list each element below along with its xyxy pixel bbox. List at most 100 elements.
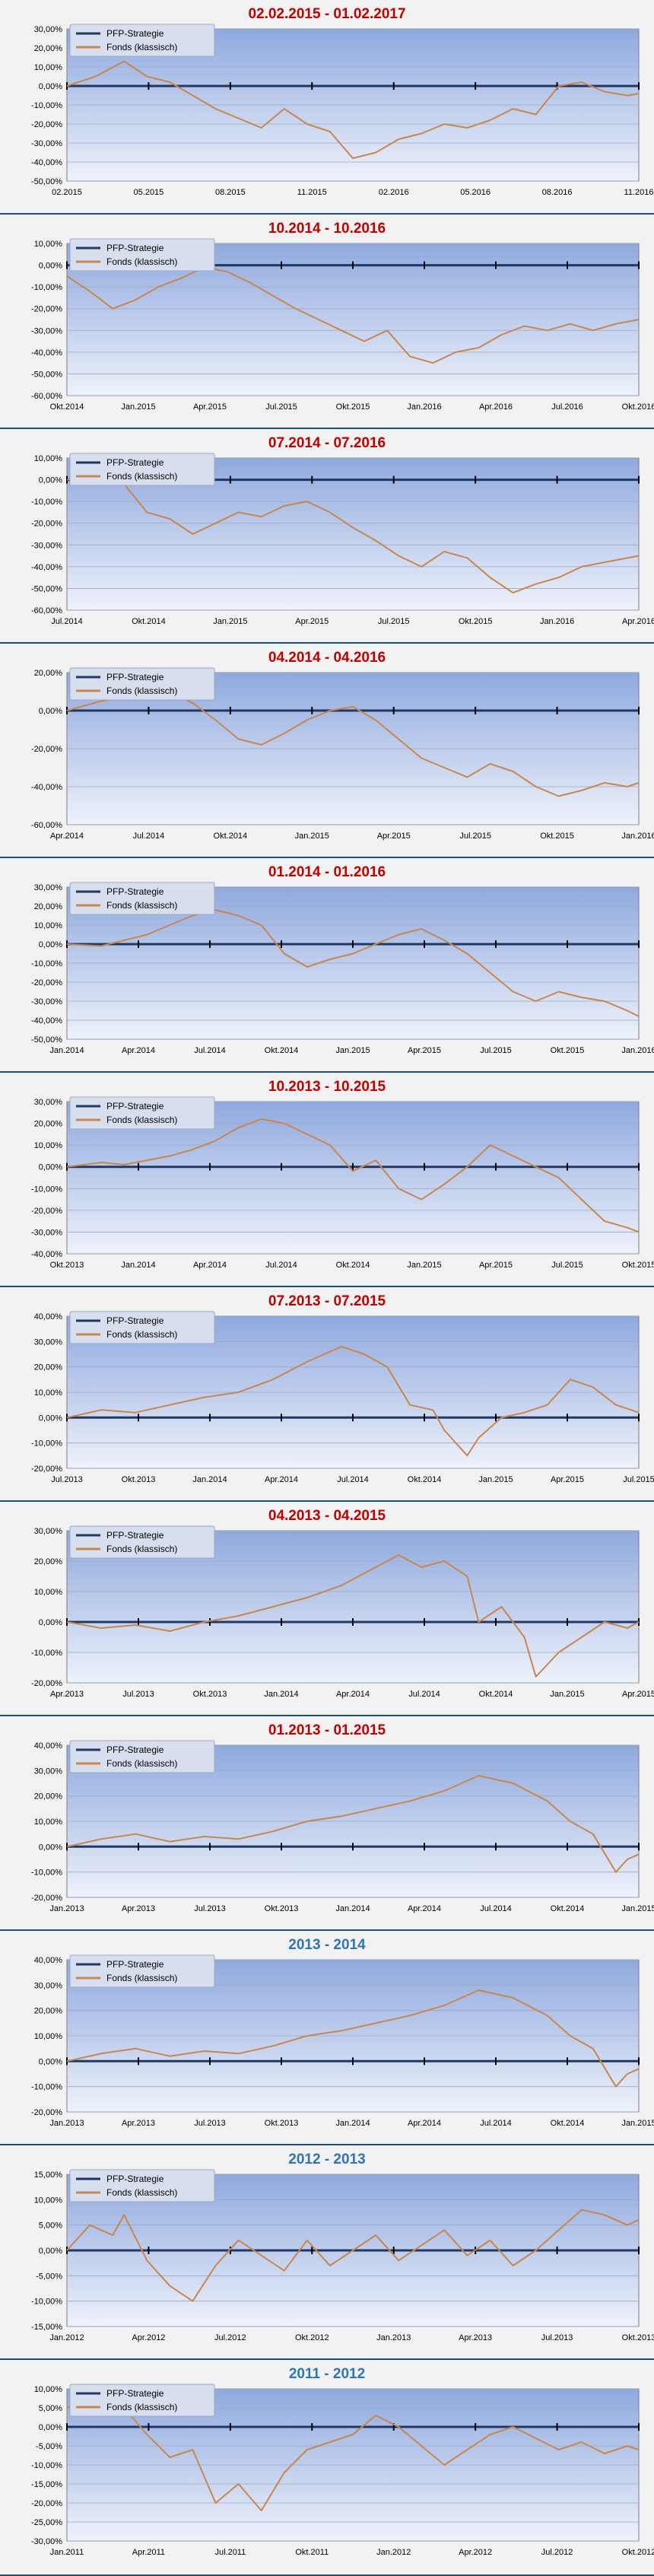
chart-panel: 10.2014 - 10.2016 10,00% 0,00% -10,00% -20,0…: [0, 215, 654, 429]
x-tick-label: Apr.2015: [622, 1690, 654, 1699]
legend: PFP-Strategie Fonds (klassisch): [69, 1740, 215, 1773]
x-tick-label: Apr.2011: [132, 2548, 165, 2557]
y-tick-label: 20,00%: [34, 44, 63, 53]
series-line-fonds: [66, 1346, 640, 1457]
x-tick-label: Jul.2013: [194, 2119, 226, 2128]
chart-panel: 2012 - 2013 15,00% 10,00% 5,00% 0,00% -5,00% -…: [0, 2145, 654, 2360]
series-line-fonds: [66, 909, 640, 1017]
x-tick-label: Apr.2013: [50, 1690, 84, 1699]
y-tick-label: 20,00%: [34, 1120, 63, 1129]
y-tick-label: -10,00%: [31, 283, 62, 292]
legend: PFP-Strategie Fonds (klassisch): [69, 24, 215, 57]
x-tick-label: Okt.2013: [622, 2333, 654, 2342]
legend-box: [69, 1525, 215, 1559]
series-line-fonds: [66, 266, 640, 364]
x-tick-label: Okt.2014: [50, 402, 84, 412]
legend-box: [69, 1311, 215, 1344]
y-tick-label: 10,00%: [34, 921, 63, 930]
x-tick-label: Okt.2014: [551, 2119, 585, 2128]
chart-svg: 10,00% 0,00% -10,00% -20,00% -30,00% -40,00% -…: [31, 238, 654, 412]
x-tick-label: Okt.2015: [551, 1046, 585, 1055]
legend-label: Fonds (klassisch): [106, 42, 177, 52]
x-tick-label: Jul.2014: [194, 1046, 226, 1055]
x-tick-label: Jan.2016: [621, 832, 654, 841]
x-tick-label: Jan.2014: [121, 1261, 155, 1270]
y-tick-label: 10,00%: [34, 1588, 63, 1597]
series-line-fonds: [66, 2399, 640, 2511]
legend-label: PFP-Strategie: [106, 243, 164, 253]
y-tick-label: -10,00%: [31, 1868, 62, 1878]
y-tick-label: -25,00%: [31, 2518, 62, 2527]
x-tick-label: Okt.2011: [295, 2548, 329, 2557]
y-tick-label: 10,00%: [34, 240, 63, 249]
x-tick-label: Okt.2014: [408, 1475, 442, 1484]
x-tick-label: Jan.2015: [295, 832, 329, 841]
y-tick-label: 30,00%: [34, 1767, 63, 1776]
series-line-fonds: [66, 1775, 640, 1873]
x-tick-label: Okt.2014: [265, 1046, 299, 1055]
y-tick-label: -30,00%: [31, 326, 62, 336]
y-tick-label: 10,00%: [34, 1388, 63, 1398]
y-tick-label: 20,00%: [34, 1363, 63, 1372]
chart-title: 10.2014 - 10.2016: [268, 221, 386, 237]
y-tick-label: -40,00%: [31, 783, 62, 792]
y-tick-label: -60,00%: [31, 392, 62, 401]
x-tick-label: Apr.2014: [193, 1261, 227, 1270]
legend-label: PFP-Strategie: [106, 1315, 164, 1326]
y-tick-label: 0,00%: [39, 2247, 62, 2256]
x-tick-label: Okt.2015: [540, 832, 574, 841]
x-tick-label: Jul.2012: [541, 2548, 573, 2557]
y-tick-label: 0,00%: [39, 1843, 62, 1852]
y-tick-label: -40,00%: [31, 1016, 62, 1026]
y-tick-label: 30,00%: [34, 1527, 63, 1536]
y-tick-label: -20,00%: [31, 1207, 62, 1216]
x-tick-label: Okt.2012: [295, 2333, 329, 2342]
legend-label: Fonds (klassisch): [106, 471, 177, 482]
y-tick-label: -40,00%: [31, 348, 62, 358]
y-tick-label: 10,00%: [34, 63, 63, 72]
y-tick-label: 40,00%: [34, 1956, 63, 1965]
x-tick-label: Okt.2014: [336, 1261, 370, 1270]
chart-svg: 40,00% 30,00% 20,00% 10,00% 0,00% -10,00% -20,…: [31, 1311, 654, 1484]
x-tick-label: Apr.2013: [459, 2333, 492, 2342]
x-tick-label: Apr.2015: [193, 402, 227, 412]
y-tick-label: 40,00%: [34, 1312, 63, 1321]
y-tick-label: -20,00%: [31, 1679, 62, 1688]
y-tick-label: -5,00%: [36, 2442, 62, 2451]
x-tick-label: Okt.2013: [265, 2119, 299, 2128]
y-tick-label: -10,00%: [31, 101, 62, 110]
x-tick-label: Jan.2012: [376, 2548, 411, 2557]
y-tick-label: 20,00%: [34, 1557, 63, 1566]
y-tick-label: 10,00%: [34, 2385, 63, 2394]
y-tick-label: 0,00%: [39, 2057, 62, 2066]
y-tick-label: 30,00%: [34, 1098, 63, 1107]
x-tick-label: Apr.2015: [295, 617, 329, 626]
y-tick-label: 20,00%: [34, 1792, 63, 1802]
series-line-fonds: [66, 1554, 640, 1678]
legend-label: PFP-Strategie: [106, 1959, 164, 1970]
y-tick-label: -30,00%: [31, 541, 62, 550]
x-tick-label: 02.2015: [52, 188, 82, 197]
legend-box: [69, 24, 215, 57]
x-tick-label: Okt.2014: [132, 617, 166, 626]
y-tick-label: -20,00%: [31, 978, 62, 987]
x-tick-label: Okt.2014: [214, 832, 248, 841]
legend-label: PFP-Strategie: [106, 1530, 164, 1541]
x-tick-label: Apr.2012: [459, 2548, 492, 2557]
y-tick-label: -10,00%: [31, 1185, 62, 1194]
chart-title: 2011 - 2012: [288, 2366, 366, 2382]
x-tick-label: Jul.2015: [551, 1261, 583, 1270]
x-tick-label: Jan.2014: [335, 1904, 370, 1913]
legend: PFP-Strategie Fonds (klassisch): [69, 1525, 215, 1559]
chart-panel: 04.2013 - 04.2015 30,00% 20,00% 10,00% 0,00%…: [0, 1502, 654, 1716]
y-tick-label: -20,00%: [31, 745, 62, 754]
x-tick-label: Okt.2016: [622, 402, 654, 412]
y-tick-label: 0,00%: [39, 1414, 62, 1423]
y-tick-label: 5,00%: [39, 2404, 62, 2413]
chart-title: 2012 - 2013: [288, 2151, 366, 2167]
chart-svg: 30,00% 20,00% 10,00% 0,00% -10,00% -20,00% Apr…: [31, 1525, 654, 1699]
x-tick-label: Jul.2013: [194, 1904, 226, 1913]
x-tick-label: Okt.2015: [459, 617, 493, 626]
legend-box: [69, 667, 215, 701]
x-tick-label: Jan.2016: [621, 1046, 654, 1055]
